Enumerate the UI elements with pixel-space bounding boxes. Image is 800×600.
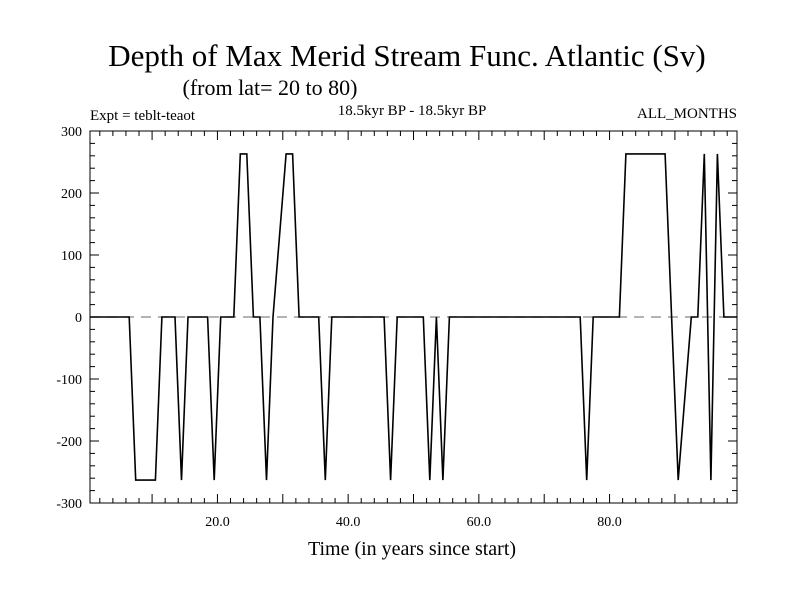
series-line xyxy=(90,153,737,481)
chart-subtitle: (from lat= 20 to 80) xyxy=(183,75,358,100)
y-tick-label: -100 xyxy=(56,373,82,388)
x-tick-label: 60.0 xyxy=(467,515,492,530)
y-tick-label: 200 xyxy=(61,187,82,202)
x-axis-label: Time (in years since start) xyxy=(308,538,516,560)
y-tick-label: 0 xyxy=(75,311,82,326)
x-tick-label: 80.0 xyxy=(597,515,622,530)
experiment-label: Expt = teblt-teaot xyxy=(90,108,196,124)
y-tick-label: 300 xyxy=(61,125,82,140)
y-tick-label: 100 xyxy=(61,249,82,264)
months-label: ALL_MONTHS xyxy=(637,106,737,122)
x-tick-label: 40.0 xyxy=(336,515,361,530)
chart-title: Depth of Max Merid Stream Func. Atlantic… xyxy=(108,38,706,73)
period-label: 18.5kyr BP - 18.5kyr BP xyxy=(338,103,487,119)
y-tick-label: -200 xyxy=(56,435,82,450)
tick-layer: -300 -200 -100 0 100 200 300 20.0 40.0 60.0 80.0 xyxy=(56,125,737,530)
y-tick-label: -300 xyxy=(56,497,82,512)
x-tick-label: 20.0 xyxy=(205,515,230,530)
series-layer xyxy=(90,153,737,481)
